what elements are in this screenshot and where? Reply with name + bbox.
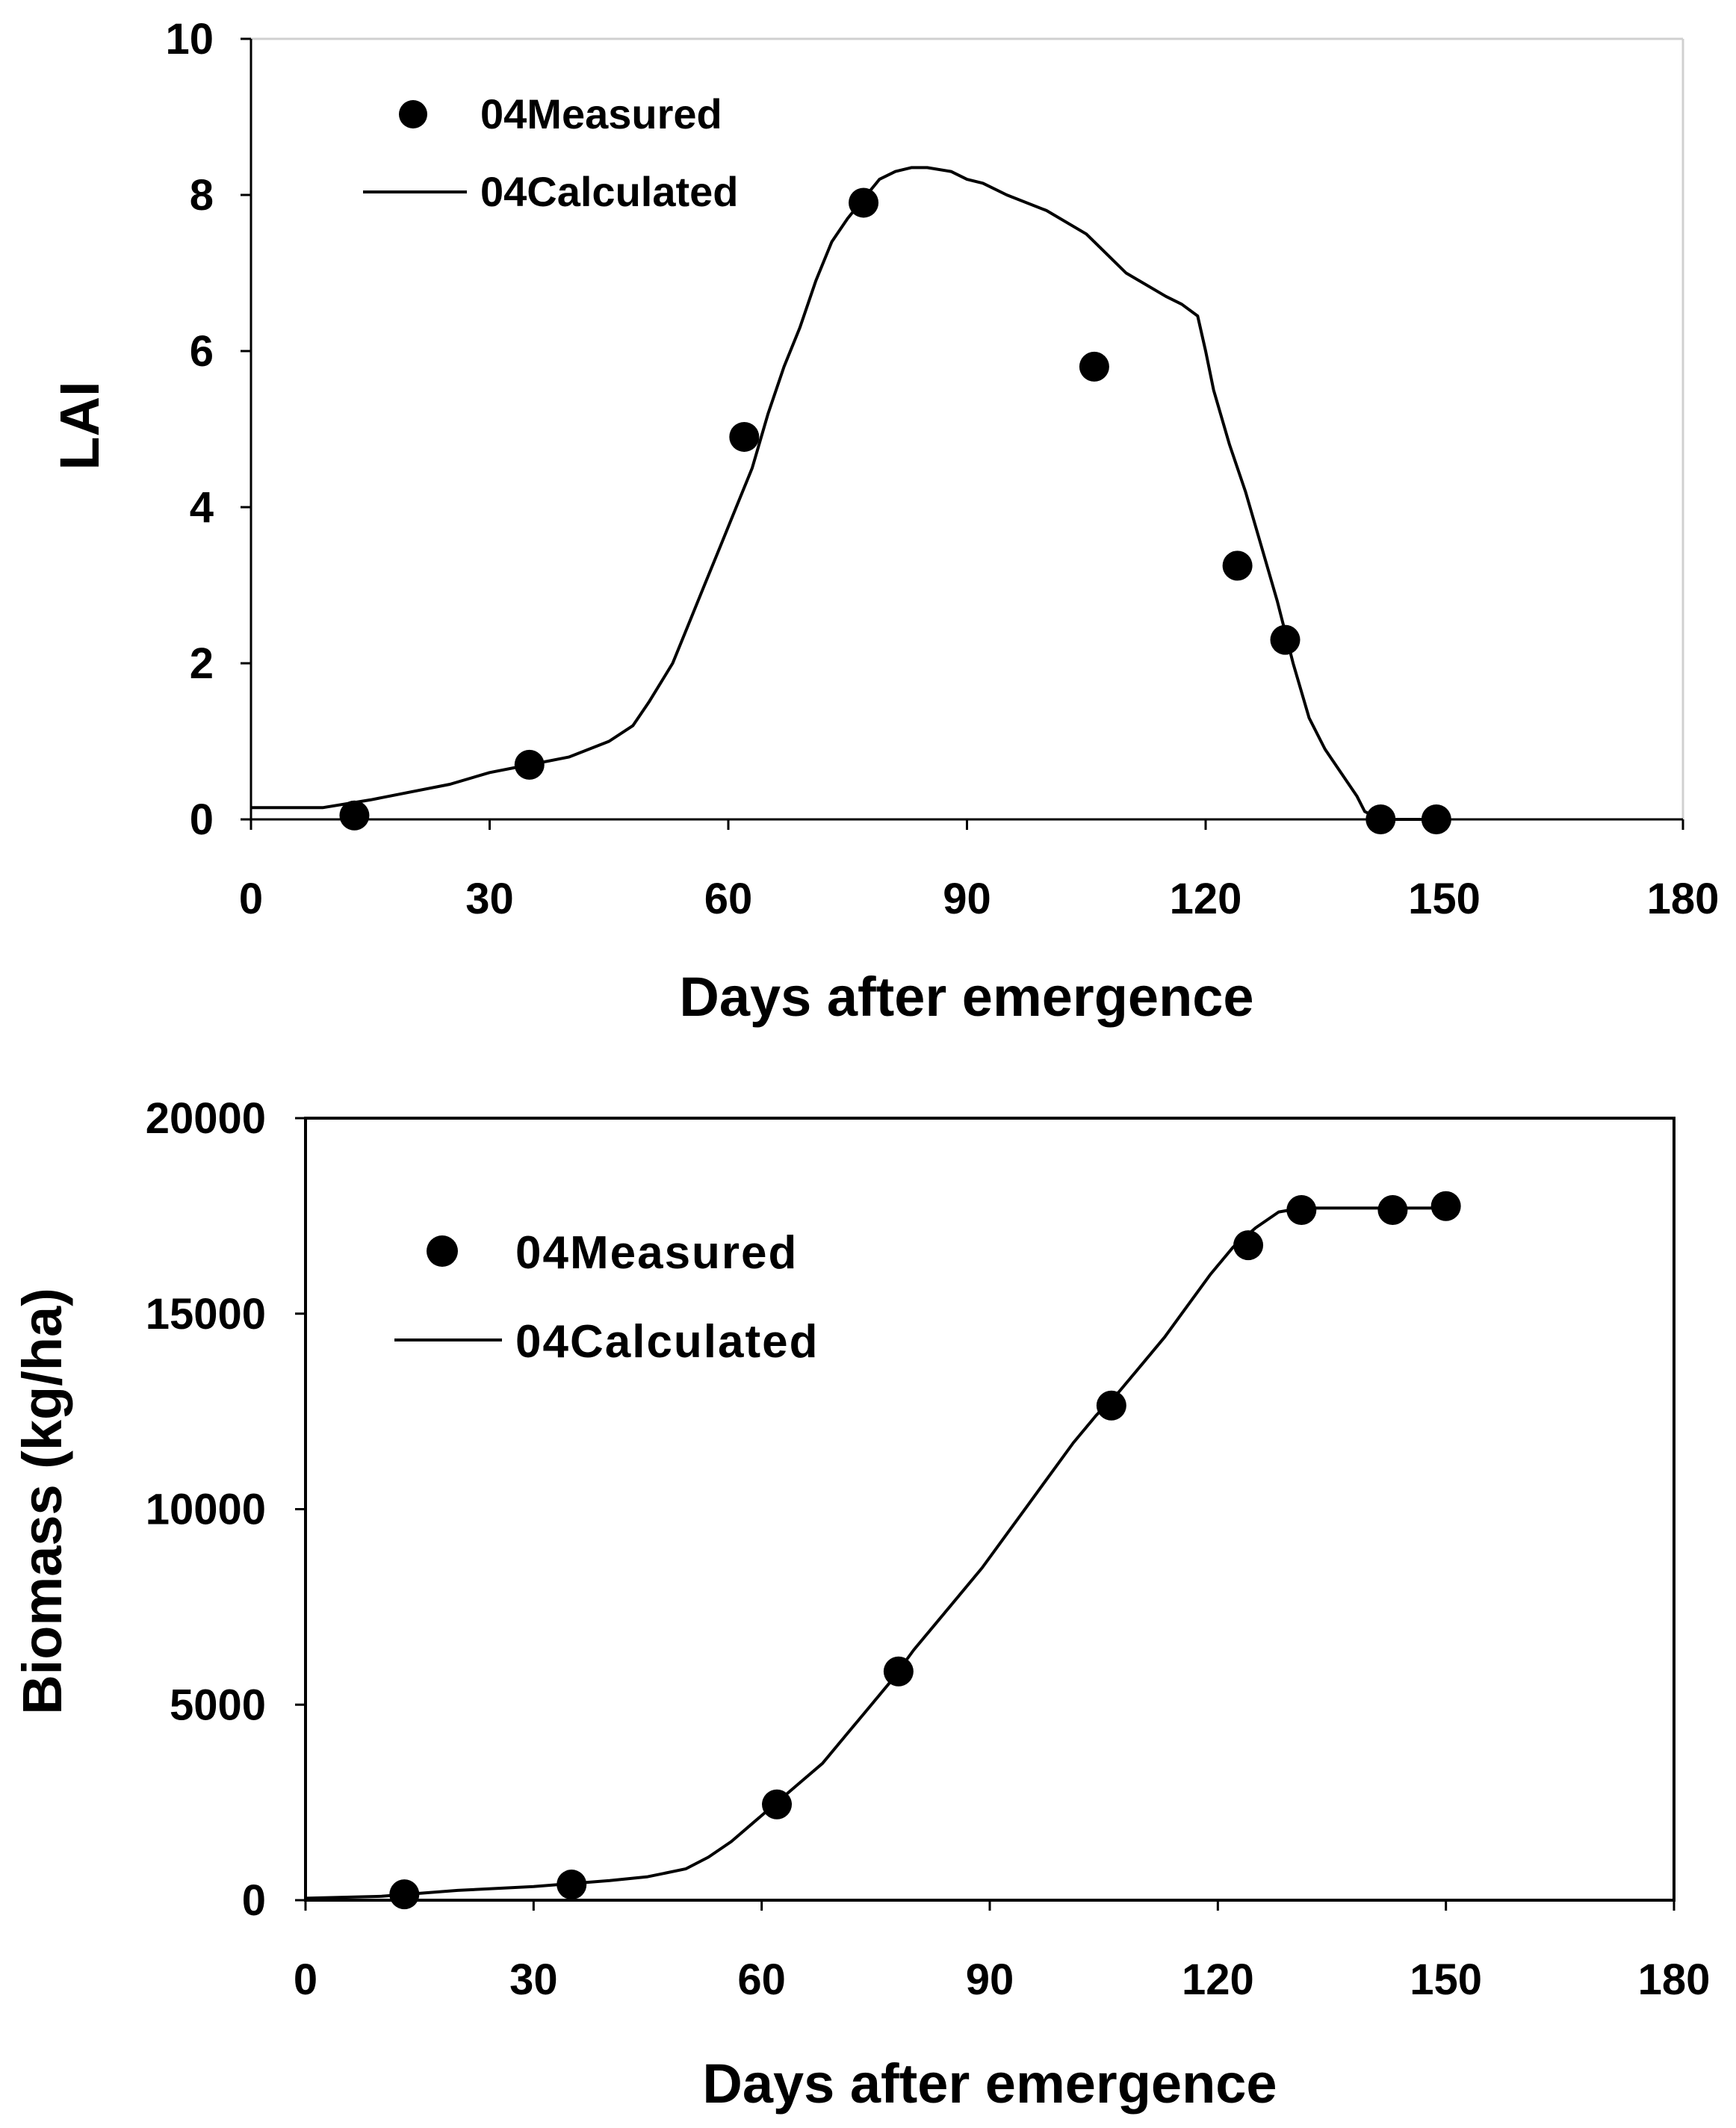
lai-y-tick-label: 8 [190, 171, 214, 220]
lai-measured-point [729, 421, 760, 452]
lai-measured-point [1270, 624, 1301, 655]
biomass-series-layer [305, 1191, 1461, 1910]
lai-measured-point [514, 749, 545, 780]
lai-measured-point [1365, 804, 1396, 834]
lai-measured-point [849, 187, 879, 218]
lai-axis-ticks: 0 30 60 90 120 150 180 0 2 4 6 8 10 [165, 15, 1719, 923]
lai-measured-point [339, 800, 370, 831]
biomass-axis-ticks: 0 30 60 90 120 150 180 0 5000 10000 15000 20000 [146, 1094, 1711, 2004]
biomass-measured-point [1096, 1390, 1126, 1421]
biomass-measured-point [762, 1789, 793, 1820]
biomass-legend: 04Measured 04Calculated [394, 1227, 819, 1368]
lai-x-axis-title: Days after emergence [679, 966, 1253, 1028]
biomass-x-tick-label: 90 [966, 1955, 1014, 2004]
biomass-y-tick-label: 0 [242, 1876, 266, 1925]
biomass-y-tick-label: 20000 [146, 1094, 266, 1143]
lai-legend-marker-measured [399, 100, 427, 128]
lai-legend: 04Measured 04Calculated [363, 90, 739, 215]
lai-measured-point [1222, 550, 1253, 581]
lai-legend-label-calculated: 04Calculated [480, 168, 739, 215]
lai-x-tick-label: 60 [704, 875, 753, 923]
lai-x-tick-label: 120 [1170, 875, 1242, 923]
lai-x-tick-label: 150 [1408, 875, 1481, 923]
biomass-measured-point [557, 1870, 587, 1900]
biomass-legend-label-measured: 04Measured [515, 1227, 798, 1279]
biomass-x-tick-label: 30 [509, 1955, 558, 2004]
lai-chart: 0 30 60 90 120 150 180 0 2 4 6 8 10 Days after emerg… [49, 15, 1719, 1028]
biomass-x-tick-label: 180 [1638, 1955, 1711, 2004]
lai-y-tick-label: 4 [190, 483, 214, 532]
biomass-y-tick-label: 15000 [146, 1290, 266, 1338]
lai-y-tick-label: 10 [165, 15, 214, 63]
lai-calculated-line [251, 166, 1445, 821]
biomass-x-axis-title: Days after emergence [702, 2053, 1277, 2115]
lai-measured-point [1421, 804, 1451, 834]
lai-x-tick-label: 30 [465, 875, 514, 923]
biomass-legend-label-calculated: 04Calculated [515, 1316, 819, 1368]
biomass-x-tick-label: 0 [294, 1955, 317, 2004]
lai-y-tick-label: 0 [190, 795, 214, 844]
biomass-measured-point [883, 1656, 914, 1687]
lai-legend-label-measured: 04Measured [480, 90, 722, 137]
lai-x-tick-label: 90 [943, 875, 991, 923]
biomass-measured-point [1233, 1230, 1264, 1261]
biomass-legend-marker-measured [427, 1235, 458, 1267]
lai-y-axis-title: LAI [49, 381, 111, 470]
biomass-calculated-line [305, 1206, 1446, 1900]
lai-x-tick-label: 0 [239, 875, 263, 923]
biomass-y-axis-title: Biomass (kg/ha) [11, 1288, 73, 1715]
lai-series-layer [251, 166, 1451, 834]
biomass-chart: 0 30 60 90 120 150 180 0 5000 10000 15000 20000 Day… [11, 1094, 1710, 2115]
biomass-y-tick-label: 5000 [170, 1681, 266, 1729]
biomass-x-tick-label: 150 [1410, 1955, 1482, 2004]
lai-y-tick-label: 6 [190, 327, 214, 376]
biomass-measured-point [389, 1879, 420, 1910]
biomass-measured-point [1286, 1195, 1317, 1226]
biomass-measured-point [1430, 1191, 1461, 1221]
biomass-x-tick-label: 120 [1182, 1955, 1254, 2004]
lai-measured-point [1079, 351, 1109, 382]
biomass-y-tick-label: 10000 [146, 1486, 266, 1534]
lai-plot-area [251, 39, 1683, 819]
biomass-plot-frame [304, 1117, 1675, 1902]
biomass-measured-point [1377, 1195, 1408, 1226]
lai-y-tick-label: 2 [190, 639, 214, 688]
lai-x-tick-label: 180 [1647, 875, 1720, 923]
biomass-x-tick-label: 60 [737, 1955, 786, 2004]
